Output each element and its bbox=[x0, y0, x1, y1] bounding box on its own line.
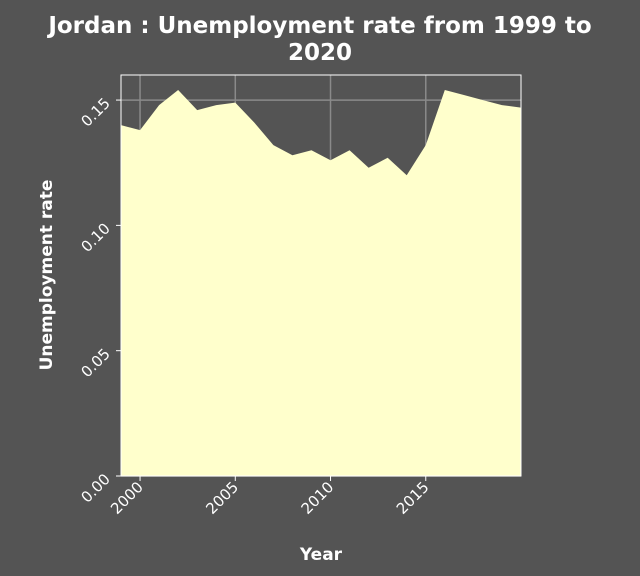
x-tick-label: 2010 bbox=[298, 478, 338, 518]
y-tick-label: 0.05 bbox=[77, 345, 113, 381]
x-axis-ticks: 2000 2005 2010 2015 bbox=[107, 476, 433, 518]
x-tick-label: 2005 bbox=[202, 478, 242, 518]
y-axis-ticks: 0.00 0.05 0.10 0.15 bbox=[77, 94, 121, 506]
x-axis-label: Year bbox=[299, 545, 343, 565]
y-tick-label: 0.00 bbox=[77, 470, 113, 506]
plot-frame bbox=[120, 74, 522, 477]
chart-title-line-1: Jordan : Unemployment rate from 1999 to bbox=[46, 13, 591, 39]
unemployment-area bbox=[121, 90, 521, 476]
chart-title-line-2: 2020 bbox=[288, 40, 352, 66]
y-tick-label: 0.10 bbox=[77, 219, 113, 255]
y-tick-label: 0.15 bbox=[77, 94, 113, 130]
y-axis-label: Unemployment rate bbox=[37, 180, 57, 371]
x-tick-label: 2015 bbox=[393, 478, 433, 518]
x-tick-label: 2000 bbox=[107, 478, 147, 518]
